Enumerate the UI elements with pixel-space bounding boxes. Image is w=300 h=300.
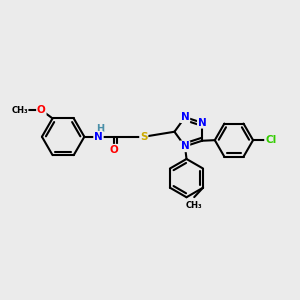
Text: H: H: [96, 124, 104, 134]
Text: N: N: [181, 141, 189, 151]
Text: O: O: [37, 105, 46, 115]
Text: CH₃: CH₃: [11, 106, 28, 115]
Text: Cl: Cl: [265, 135, 276, 145]
Text: O: O: [110, 145, 118, 155]
Text: N: N: [198, 118, 206, 128]
Text: N: N: [181, 112, 189, 122]
Text: N: N: [94, 132, 103, 142]
Text: S: S: [140, 132, 148, 142]
Text: CH₃: CH₃: [185, 201, 202, 210]
